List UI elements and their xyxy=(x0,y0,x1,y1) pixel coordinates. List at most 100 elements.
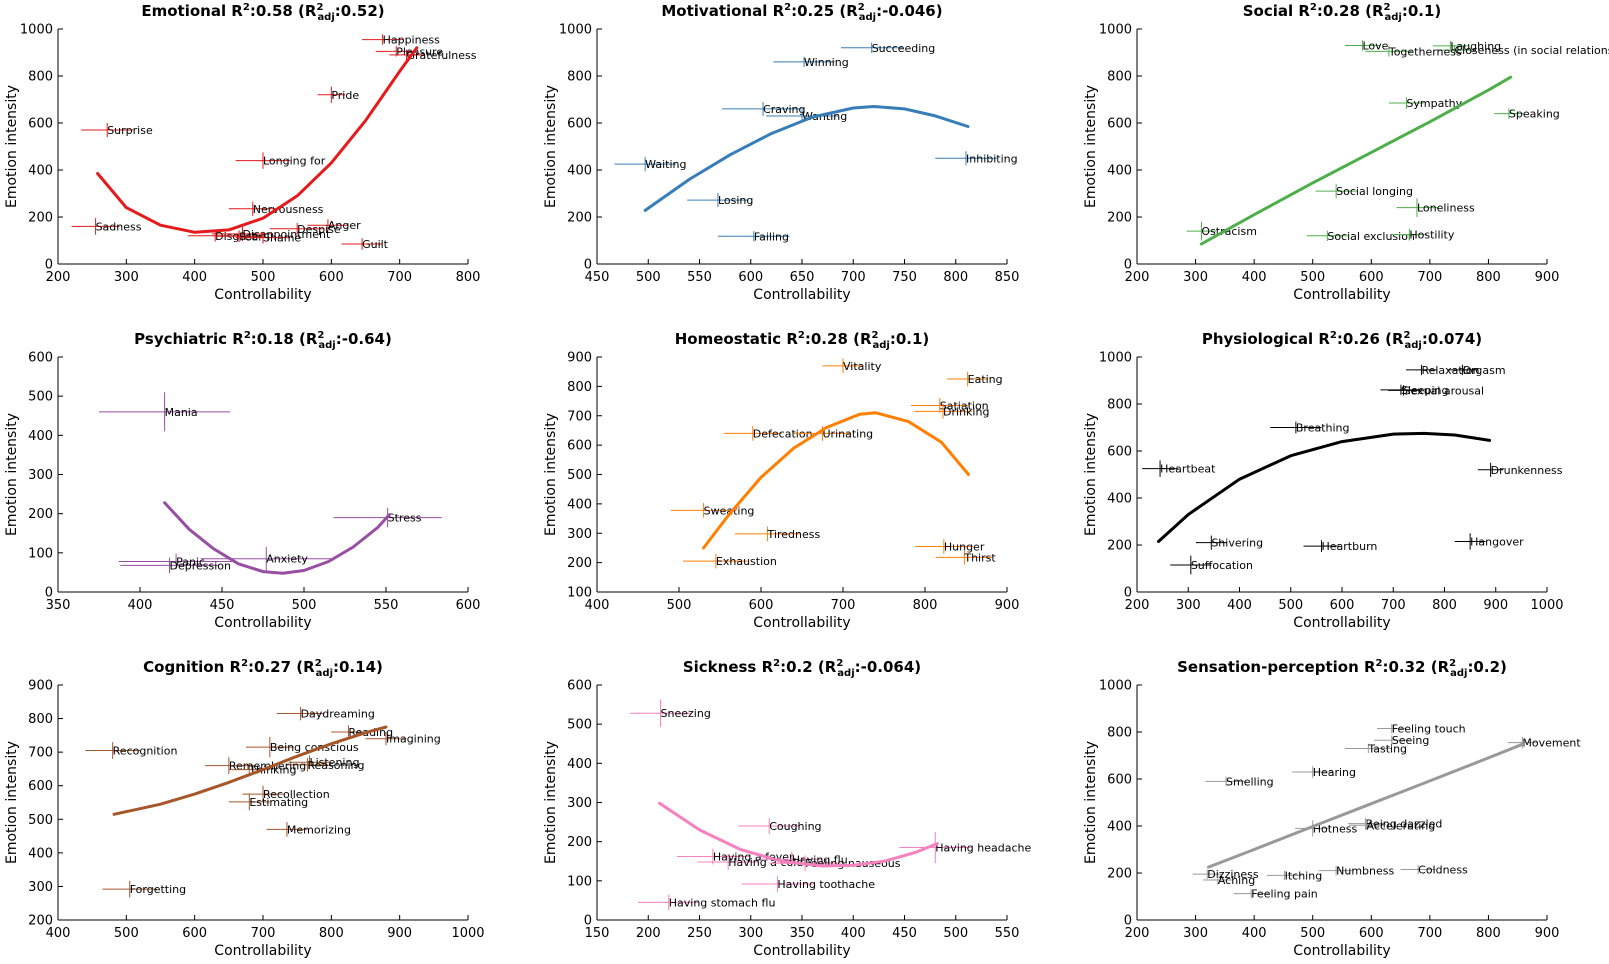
data-point: Hostility xyxy=(1391,229,1455,242)
point-label: Itching xyxy=(1285,869,1323,882)
point-label: Sadness xyxy=(96,220,142,233)
y-tick-label: 600 xyxy=(567,439,592,454)
y-tick-label: 600 xyxy=(567,117,592,132)
y-axis-label: Emotion intensity xyxy=(4,741,20,864)
data-point: Sadness xyxy=(71,218,142,235)
data-point: Seeing xyxy=(1374,734,1429,747)
data-point: Sympathy xyxy=(1388,97,1463,110)
point-label: Mania xyxy=(165,406,198,419)
point-label: Hotness xyxy=(1313,822,1358,835)
y-tick-label: 700 xyxy=(28,746,53,761)
data-point: Hearing xyxy=(1292,766,1356,779)
point-label: Guilt xyxy=(362,238,389,251)
data-point: Pride xyxy=(317,86,359,104)
x-tick-label: 300 xyxy=(114,270,139,285)
x-tick-label: 600 xyxy=(738,270,763,285)
chart-title: Homeostatic R2:0.28 (R2 adj:0.1) xyxy=(675,330,930,351)
chart-title: Motivational R2:0.25 (R2 adj:-0.046) xyxy=(661,2,942,23)
point-label: Hearing xyxy=(1313,766,1356,779)
y-tick-label: 600 xyxy=(28,351,53,366)
x-tick-label: 550 xyxy=(374,598,399,613)
y-tick-label: 400 xyxy=(28,846,53,861)
x-tick-label: 800 xyxy=(943,270,968,285)
x-axis-label: Controllability xyxy=(214,287,311,303)
data-point: Being conscious xyxy=(245,737,359,758)
data-point: Hunger xyxy=(915,539,985,554)
y-tick-label: 200 xyxy=(567,835,592,850)
y-axis-label: Emotion intensity xyxy=(543,741,559,864)
point-label: Recognition xyxy=(113,744,178,757)
data-point: Vitality xyxy=(822,358,882,374)
x-tick-label: 900 xyxy=(1535,270,1560,285)
y-tick-label: 500 xyxy=(28,813,53,828)
point-label: Losing xyxy=(718,194,753,207)
data-point: Having a cold xyxy=(697,854,803,870)
point-label: Forgetting xyxy=(130,883,186,896)
point-label: Coldness xyxy=(1418,863,1468,876)
x-axis-label: Controllability xyxy=(1293,287,1390,303)
point-label: Hostility xyxy=(1409,229,1455,242)
x-tick-label: 200 xyxy=(1125,598,1150,613)
y-axis-label: Emotion intensity xyxy=(543,413,559,536)
point-label: Suffocation xyxy=(1191,559,1253,572)
x-tick-label: 900 xyxy=(387,926,412,941)
y-tick-label: 200 xyxy=(1107,211,1132,226)
data-point: Breathing xyxy=(1270,422,1350,435)
y-tick-label: 400 xyxy=(28,164,53,179)
data-point: Failing xyxy=(717,230,790,243)
chart-panel-8: Sensation-perception R2:0.32 (R2 adj:0.2)… xyxy=(1083,658,1581,959)
x-tick-label: 800 xyxy=(913,598,938,613)
x-tick-label: 700 xyxy=(841,270,866,285)
point-label: Orgasm xyxy=(1462,364,1505,377)
point-label: Having stomach flu xyxy=(669,896,776,909)
x-tick-label: 550 xyxy=(687,270,712,285)
y-tick-label: 200 xyxy=(1107,867,1132,882)
data-point: Feeling touch xyxy=(1377,722,1466,735)
point-label: Sympathy xyxy=(1406,97,1462,110)
data-point: Defecation xyxy=(724,426,813,441)
y-tick-label: 0 xyxy=(584,914,592,929)
x-tick-label: 850 xyxy=(995,270,1020,285)
y-axis-label: Emotion intensity xyxy=(543,85,559,208)
y-tick-label: 1000 xyxy=(20,23,53,38)
point-label: Tasting xyxy=(1367,742,1407,755)
x-tick-label: 600 xyxy=(182,926,207,941)
x-tick-label: 650 xyxy=(790,270,815,285)
y-tick-label: 300 xyxy=(28,468,53,483)
x-tick-label: 900 xyxy=(995,598,1020,613)
point-label: Sneezing xyxy=(661,707,711,720)
x-tick-label: 600 xyxy=(1359,270,1384,285)
point-label: Inhibiting xyxy=(966,152,1018,165)
point-label: Shivering xyxy=(1211,537,1263,550)
point-label: Anxiety xyxy=(266,553,308,566)
data-point: Eating xyxy=(947,371,1003,387)
data-point: Dizziness xyxy=(1192,868,1259,881)
y-tick-label: 1000 xyxy=(1099,679,1132,694)
fit-curve xyxy=(96,46,419,234)
point-label: Depression xyxy=(170,559,232,572)
x-tick-label: 400 xyxy=(46,926,71,941)
point-label: Having a cold xyxy=(728,856,803,869)
x-tick-label: 600 xyxy=(749,598,774,613)
y-tick-label: 100 xyxy=(28,546,53,561)
chart-panel-2: Social R2:0.28 (R2 adj:0.1) 200 300 400 500 60… xyxy=(1083,2,1609,303)
point-label: Heartbeat xyxy=(1160,463,1216,476)
y-tick-label: 0 xyxy=(1124,586,1132,601)
fit-curve xyxy=(658,801,939,868)
data-point: Drinking xyxy=(914,404,989,419)
point-label: Speaking xyxy=(1509,108,1560,121)
point-label: Succeeding xyxy=(872,42,936,55)
data-point: Accelerating xyxy=(1349,819,1435,832)
y-tick-label: 600 xyxy=(1107,117,1132,132)
data-point: Inhibiting xyxy=(935,151,1018,166)
y-tick-label: 400 xyxy=(1107,492,1132,507)
data-point: Gratefulness xyxy=(389,49,477,62)
point-label: Satiation xyxy=(940,399,989,412)
y-tick-label: 500 xyxy=(567,718,592,733)
point-label: Dizziness xyxy=(1207,868,1259,881)
y-tick-label: 800 xyxy=(567,70,592,85)
x-axis-label: Controllability xyxy=(753,287,850,303)
x-tick-label: 300 xyxy=(1183,270,1208,285)
x-tick-label: 400 xyxy=(1242,270,1267,285)
y-tick-label: 400 xyxy=(1107,164,1132,179)
